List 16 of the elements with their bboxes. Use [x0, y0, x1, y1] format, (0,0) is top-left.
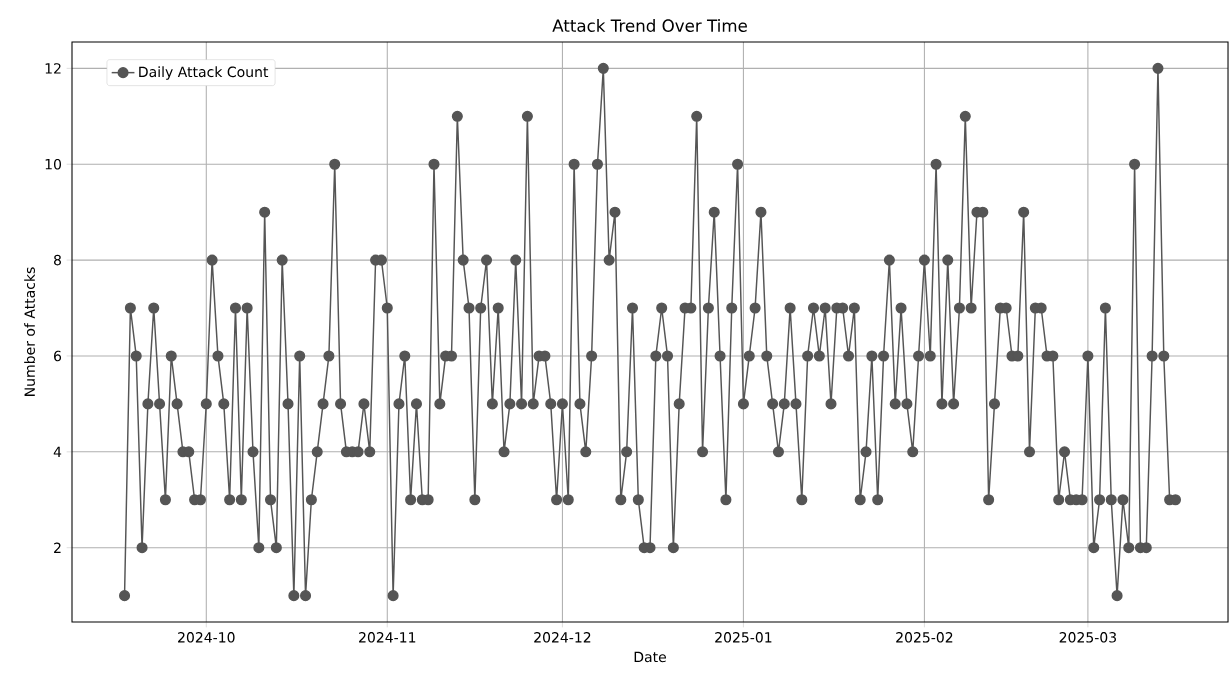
- x-tick-label: 2025-02: [896, 632, 953, 643]
- y-axis-title: Number of Attacks: [24, 267, 35, 396]
- y-tick-label: 2: [54, 542, 61, 553]
- chart-title: Attack Trend Over Time: [552, 19, 747, 32]
- y-tick-label: 12: [45, 63, 61, 74]
- x-tick-label: 2024-12: [534, 632, 591, 643]
- y-tick-label: 8: [53, 254, 61, 266]
- x-tick-label: 2025-03: [1059, 632, 1116, 643]
- y-tick-label: 4: [53, 446, 62, 457]
- x-tick-label: 2024-10: [178, 632, 235, 643]
- x-tick-label: 2024-11: [359, 632, 416, 643]
- legend-label: Daily Attack Count: [139, 66, 269, 80]
- x-axis-title: Date: [634, 651, 666, 663]
- y-tick-label: 10: [45, 158, 62, 170]
- y-tick-label: 6: [54, 350, 62, 362]
- x-tick-label: 2025-01: [715, 632, 772, 643]
